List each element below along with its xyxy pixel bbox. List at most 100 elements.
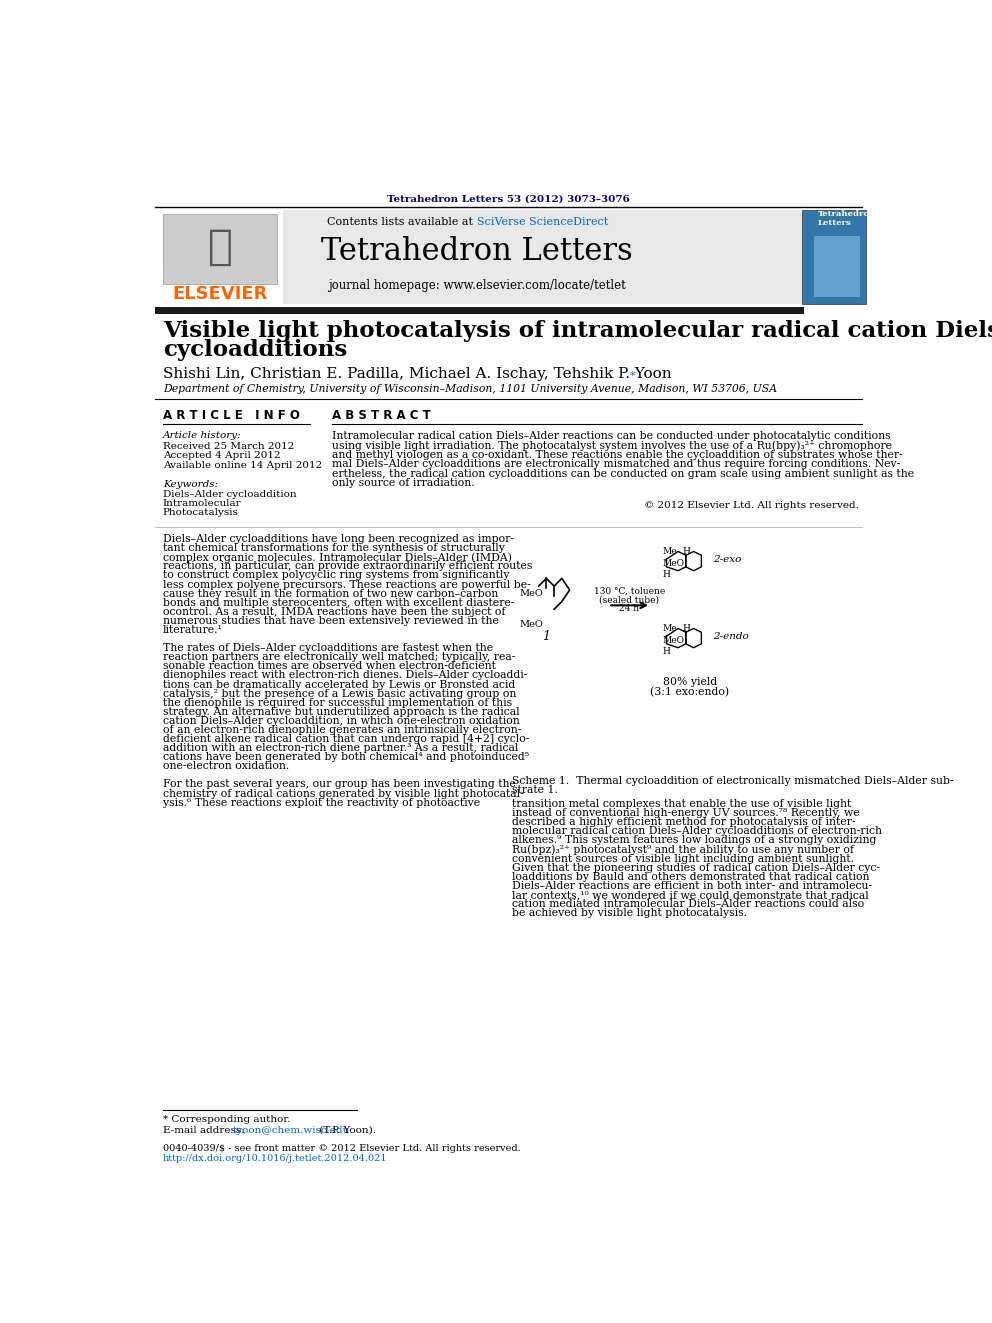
Text: cause they result in the formation of two new carbon–carbon: cause they result in the formation of tw…	[163, 589, 498, 598]
Bar	[803, 210, 866, 304]
Text: H: H	[682, 624, 689, 632]
Text: less complex polyene precursors. These reactions are powerful be-: less complex polyene precursors. These r…	[163, 579, 531, 590]
Text: 80% yield: 80% yield	[663, 677, 717, 688]
Text: Me: Me	[663, 546, 678, 556]
Bar	[163, 214, 278, 283]
Text: Department of Chemistry, University of Wisconsin–Madison, 1101 University Avenue: Department of Chemistry, University of W…	[163, 384, 777, 394]
Text: 🌳: 🌳	[207, 226, 232, 269]
Text: addition with an electron-rich diene partner.³ As a result, radical: addition with an electron-rich diene par…	[163, 744, 518, 753]
Text: the dienophile is required for successful implementation of this: the dienophile is required for successfu…	[163, 697, 512, 708]
Text: Me: Me	[663, 624, 678, 632]
Text: dienophiles react with electron-rich dienes. Diels–Alder cycloaddi-: dienophiles react with electron-rich die…	[163, 671, 527, 680]
Text: deficient alkene radical cation that can undergo rapid [4+2] cyclo-: deficient alkene radical cation that can…	[163, 734, 529, 744]
Text: H: H	[663, 570, 671, 579]
Bar	[813, 235, 860, 298]
Text: Visible light photocatalysis of intramolecular radical cation Diels–Alder: Visible light photocatalysis of intramol…	[163, 320, 992, 343]
Text: 1: 1	[543, 630, 551, 643]
Text: SciVerse ScienceDirect: SciVerse ScienceDirect	[476, 217, 608, 228]
Text: alkenes.⁹ This system features low loadings of a strongly oxidizing: alkenes.⁹ This system features low loadi…	[512, 835, 876, 845]
Text: Contents lists available at: Contents lists available at	[327, 217, 476, 228]
Text: transition metal complexes that enable the use of visible light: transition metal complexes that enable t…	[512, 799, 851, 810]
Text: instead of conventional high-energy UV sources.⁷⁸ Recently, we: instead of conventional high-energy UV s…	[512, 808, 859, 818]
Text: H: H	[682, 546, 689, 556]
Text: * Corresponding author.: * Corresponding author.	[163, 1115, 291, 1125]
Text: Shishi Lin, Christian E. Padilla, Michael A. Ischay, Tehshik P. Yoon: Shishi Lin, Christian E. Padilla, Michae…	[163, 368, 677, 381]
Text: A R T I C L E   I N F O: A R T I C L E I N F O	[163, 409, 300, 422]
Bar	[155, 210, 803, 304]
Text: (T.P. Yoon).: (T.P. Yoon).	[316, 1126, 376, 1135]
Text: ELSEVIER: ELSEVIER	[173, 284, 268, 303]
Text: *: *	[629, 372, 635, 381]
Bar	[512, 536, 860, 775]
Text: MeO: MeO	[663, 558, 684, 568]
Text: to construct complex polycyclic ring systems from significantly: to construct complex polycyclic ring sys…	[163, 570, 509, 581]
Text: lar contexts,¹⁰ we wondered if we could demonstrate that radical: lar contexts,¹⁰ we wondered if we could …	[512, 890, 868, 900]
Text: cation Diels–Alder cycloaddition, in which one-electron oxidation: cation Diels–Alder cycloaddition, in whi…	[163, 716, 520, 726]
Text: Given that the pioneering studies of radical cation Diels–Alder cyc-: Given that the pioneering studies of rad…	[512, 863, 880, 873]
Text: journal homepage: www.elsevier.com/locate/tetlet: journal homepage: www.elsevier.com/locat…	[327, 279, 626, 292]
Text: http://dx.doi.org/10.1016/j.tetlet.2012.04.021: http://dx.doi.org/10.1016/j.tetlet.2012.…	[163, 1154, 387, 1163]
Text: tions can be dramatically accelerated by Lewis or Bronsted acid: tions can be dramatically accelerated by…	[163, 680, 515, 689]
Text: complex organic molecules. Intramolecular Diels–Alder (IMDA): complex organic molecules. Intramolecula…	[163, 552, 512, 562]
Text: ysis.⁶ These reactions exploit the reactivity of photoactive: ysis.⁶ These reactions exploit the react…	[163, 798, 480, 807]
Text: E-mail address:: E-mail address:	[163, 1126, 248, 1135]
Text: loadditions by Bauld and others demonstrated that radical cation: loadditions by Bauld and others demonstr…	[512, 872, 869, 881]
Text: using visible light irradiation. The photocatalyst system involves the use of a : using visible light irradiation. The pho…	[331, 441, 892, 451]
Text: (3:1 exo:endo): (3:1 exo:endo)	[650, 687, 729, 697]
Text: bonds and multiple stereocenters, often with excellent diastere-: bonds and multiple stereocenters, often …	[163, 598, 514, 607]
Text: ertheless, the radical cation cycloadditions can be conducted on gram scale usin: ertheless, the radical cation cycloaddit…	[331, 468, 914, 479]
Text: 0040-4039/$ - see front matter © 2012 Elsevier Ltd. All rights reserved.: 0040-4039/$ - see front matter © 2012 El…	[163, 1143, 521, 1152]
Text: Intramolecular radical cation Diels–Alder reactions can be conducted under photo: Intramolecular radical cation Diels–Alde…	[331, 431, 891, 441]
Text: Article history:: Article history:	[163, 431, 241, 441]
Text: molecular radical cation Diels–Alder cycloadditions of electron-rich: molecular radical cation Diels–Alder cyc…	[512, 827, 882, 836]
Text: Intramolecular: Intramolecular	[163, 499, 241, 508]
Text: 130 °C, toluene: 130 °C, toluene	[593, 587, 665, 595]
Text: MeO: MeO	[519, 589, 543, 598]
Text: Keywords:: Keywords:	[163, 480, 218, 490]
Text: reactions, in particular, can provide extraordinarily efficient routes: reactions, in particular, can provide ex…	[163, 561, 532, 572]
Text: reaction partners are electronically well matched; typically, rea-: reaction partners are electronically wel…	[163, 652, 515, 663]
Text: Tetrahedron Letters: Tetrahedron Letters	[320, 235, 633, 267]
Text: convenient sources of visible light including ambient sunlight.: convenient sources of visible light incl…	[512, 853, 853, 864]
Text: literature.¹: literature.¹	[163, 624, 222, 635]
Text: mal Diels–Alder cycloadditions are electronically mismatched and thus require fo: mal Diels–Alder cycloadditions are elect…	[331, 459, 900, 470]
Text: Diels–Alder cycloadditions have long been recognized as impor-: Diels–Alder cycloadditions have long bee…	[163, 534, 514, 544]
Text: Diels–Alder cycloaddition: Diels–Alder cycloaddition	[163, 490, 297, 499]
Text: (sealed tube): (sealed tube)	[599, 595, 660, 605]
Text: The rates of Diels–Alder cycloadditions are fastest when the: The rates of Diels–Alder cycloadditions …	[163, 643, 493, 654]
Text: one-electron oxidation.: one-electron oxidation.	[163, 761, 289, 771]
Text: Photocatalysis: Photocatalysis	[163, 508, 239, 517]
Text: described a highly efficient method for photocatalysis of inter-: described a highly efficient method for …	[512, 818, 855, 827]
Text: 2-exo: 2-exo	[713, 554, 741, 564]
Text: ocontrol. As a result, IMDA reactions have been the subject of: ocontrol. As a result, IMDA reactions ha…	[163, 607, 505, 617]
Text: of an electron-rich dienophile generates an intrinsically electron-: of an electron-rich dienophile generates…	[163, 725, 521, 736]
Text: A B S T R A C T: A B S T R A C T	[331, 409, 431, 422]
Text: MeO: MeO	[519, 620, 543, 630]
Bar	[155, 210, 283, 304]
Text: cycloadditions: cycloadditions	[163, 339, 347, 361]
Text: Available online 14 April 2012: Available online 14 April 2012	[163, 460, 322, 470]
Text: Tetrahedron
Letters: Tetrahedron Letters	[817, 210, 876, 228]
Text: sonable reaction times are observed when electron-deficient: sonable reaction times are observed when…	[163, 662, 496, 671]
Text: Diels–Alder reactions are efficient in both inter- and intramolecu-: Diels–Alder reactions are efficient in b…	[512, 881, 872, 890]
Text: catalysis,² but the presence of a Lewis basic activating group on: catalysis,² but the presence of a Lewis …	[163, 688, 516, 699]
Bar	[155, 307, 804, 314]
Text: cation mediated intramolecular Diels–Alder reactions could also: cation mediated intramolecular Diels–Ald…	[512, 898, 864, 909]
Text: 2-endo: 2-endo	[713, 631, 749, 640]
Text: strategy. An alternative but underutilized approach is the radical: strategy. An alternative but underutiliz…	[163, 706, 520, 717]
Text: strate 1.: strate 1.	[512, 785, 558, 795]
Text: tant chemical transformations for the synthesis of structurally: tant chemical transformations for the sy…	[163, 544, 505, 553]
Text: © 2012 Elsevier Ltd. All rights reserved.: © 2012 Elsevier Ltd. All rights reserved…	[644, 501, 859, 509]
Text: Accepted 4 April 2012: Accepted 4 April 2012	[163, 451, 281, 460]
Text: Received 25 March 2012: Received 25 March 2012	[163, 442, 294, 451]
Text: Ru(bpz)₃²⁺ photocatalyst⁹ and the ability to use any number of: Ru(bpz)₃²⁺ photocatalyst⁹ and the abilit…	[512, 844, 853, 855]
Text: and methyl viologen as a co-oxidant. These reactions enable the cycloaddition of: and methyl viologen as a co-oxidant. The…	[331, 450, 903, 460]
Text: chemistry of radical cations generated by visible light photocatal-: chemistry of radical cations generated b…	[163, 789, 524, 799]
Text: only source of irradiation.: only source of irradiation.	[331, 478, 474, 488]
Text: tyoon@chem.wisc.edu: tyoon@chem.wisc.edu	[232, 1126, 350, 1135]
Text: For the past several years, our group has been investigating the: For the past several years, our group ha…	[163, 779, 516, 790]
Text: Tetrahedron Letters 53 (2012) 3073–3076: Tetrahedron Letters 53 (2012) 3073–3076	[387, 194, 630, 204]
Text: Scheme 1.  Thermal cycloaddition of electronically mismatched Diels–Alder sub-: Scheme 1. Thermal cycloaddition of elect…	[512, 775, 953, 786]
Text: MeO: MeO	[663, 635, 684, 644]
Text: cations have been generated by both chemical⁴ and photoinduced⁵: cations have been generated by both chem…	[163, 753, 529, 762]
